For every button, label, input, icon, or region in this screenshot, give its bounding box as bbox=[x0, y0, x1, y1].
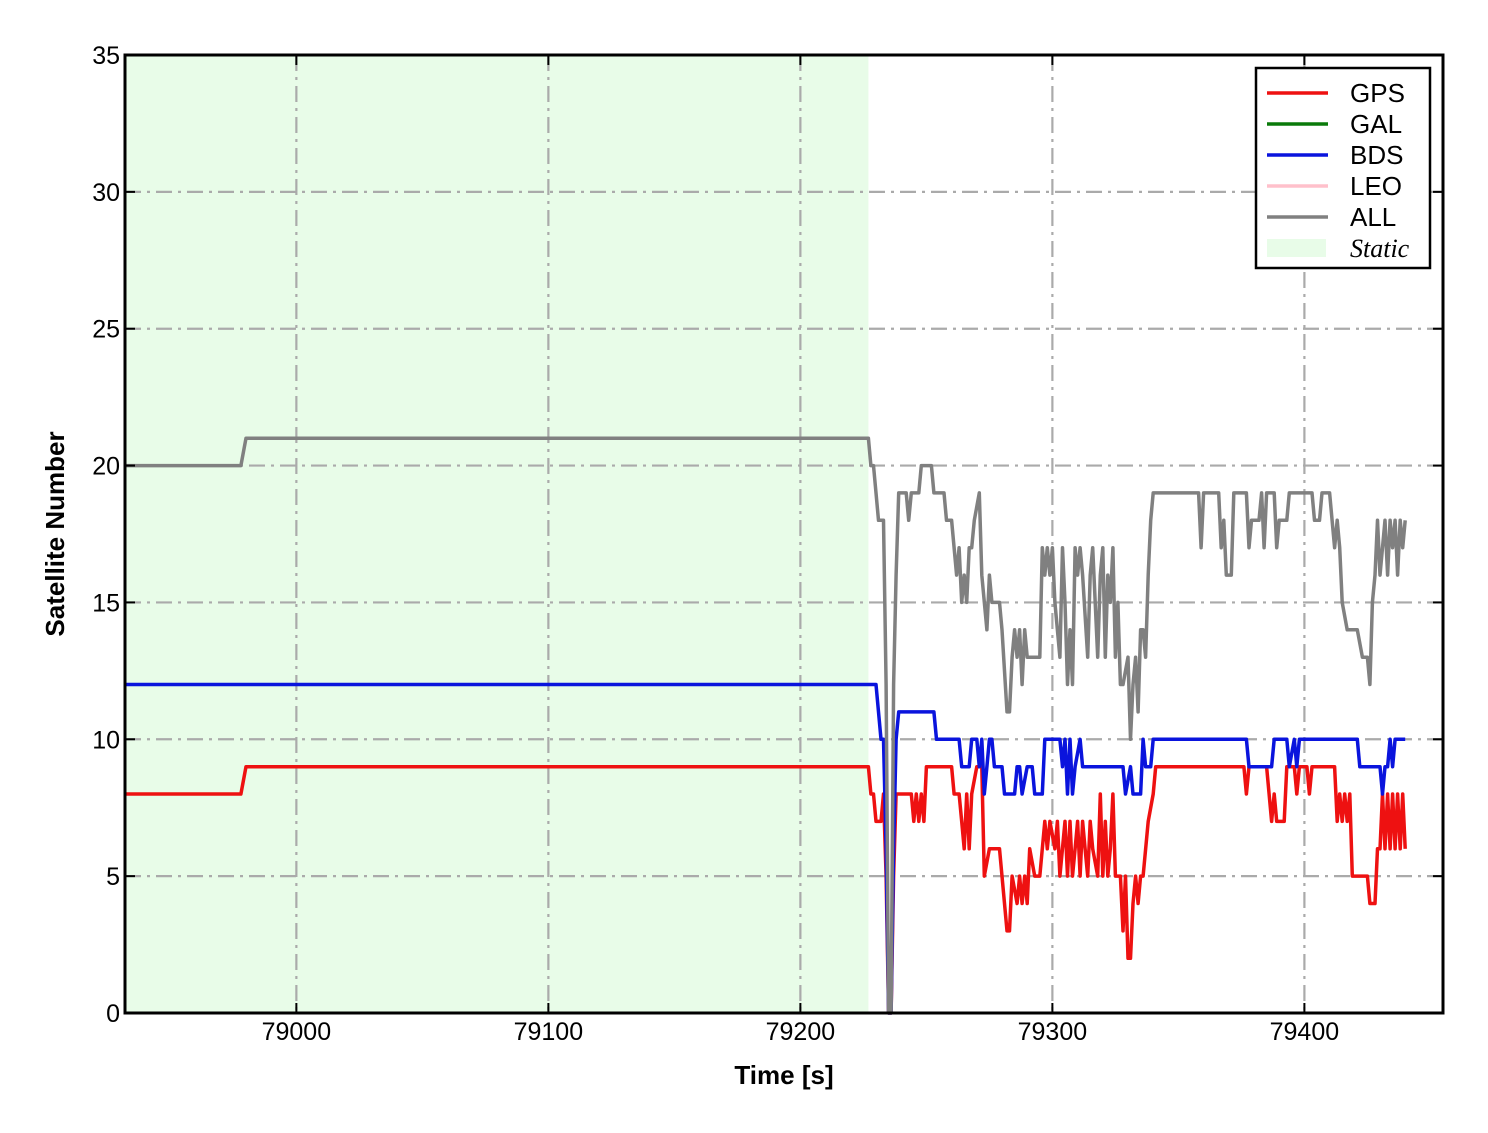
grid-layer bbox=[125, 55, 1443, 1013]
static-region bbox=[125, 55, 869, 1013]
y-tick-label: 30 bbox=[92, 179, 120, 207]
y-axis-label: Satellite Number bbox=[40, 431, 70, 636]
legend-label-leo: LEO bbox=[1350, 171, 1402, 201]
y-tick-label: 35 bbox=[92, 42, 120, 70]
x-axis-label: Time [s] bbox=[734, 1060, 833, 1090]
series-line-gps bbox=[125, 764, 1407, 1015]
legend-label-gal: GAL bbox=[1350, 109, 1402, 139]
x-tick-label: 79400 bbox=[1270, 1018, 1340, 1046]
series-line-all bbox=[125, 436, 1407, 1015]
legend-box bbox=[1254, 66, 1432, 270]
series-layer bbox=[125, 436, 1407, 1015]
x-tick-label: 79100 bbox=[514, 1018, 584, 1046]
static-shaded-region-layer bbox=[125, 55, 869, 1013]
y-tick-label: 20 bbox=[92, 453, 120, 481]
axes-layer: 79000 79100 79200 79300 79400 0 5 10 15 20 25 30 35 bbox=[92, 42, 1445, 1046]
legend-swatch-static bbox=[1267, 239, 1326, 257]
y-tick-label: 5 bbox=[106, 863, 120, 891]
legend-label-bds: BDS bbox=[1350, 140, 1403, 170]
legend-label-gps: GPS bbox=[1350, 78, 1405, 108]
x-tick-label: 79000 bbox=[262, 1018, 332, 1046]
y-tick-label: 15 bbox=[92, 589, 120, 617]
x-tick-label: 79200 bbox=[766, 1018, 836, 1046]
y-tick-label: 0 bbox=[106, 1000, 120, 1028]
legend-label-all: ALL bbox=[1350, 202, 1396, 232]
y-tick-label: 10 bbox=[92, 726, 120, 754]
legend-label-static: Static bbox=[1350, 234, 1410, 263]
x-tick-label: 79300 bbox=[1018, 1018, 1088, 1046]
series-line-bds bbox=[125, 682, 1406, 1015]
plot-frame bbox=[123, 53, 1445, 1015]
y-tick-label: 25 bbox=[92, 316, 120, 344]
